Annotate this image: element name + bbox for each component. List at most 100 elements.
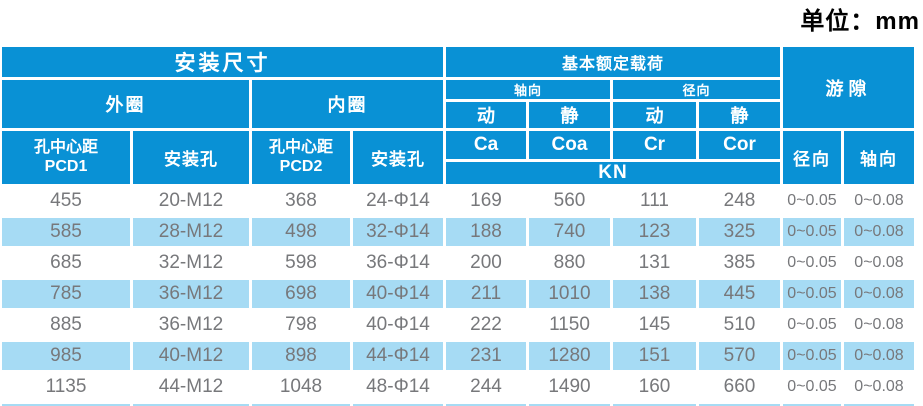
table-cell — [844, 404, 914, 406]
table-row: 455 20-M12 368 24-Φ14 169 560 111 248 0~0.05 0~0.… — [2, 187, 914, 215]
table-cell: 560 — [529, 187, 610, 215]
table-cell: 385 — [699, 249, 780, 277]
table-cell: 244 — [446, 373, 526, 401]
table-cell: 138 — [613, 280, 696, 308]
table-cell: 0~0.05 — [783, 342, 841, 370]
table-cell: 131 — [613, 249, 696, 277]
table-cell: 231 — [446, 342, 526, 370]
table-cell: 36-M12 — [133, 280, 249, 308]
table-cell: 32-M12 — [133, 249, 249, 277]
table-cell: 28-M12 — [133, 218, 249, 246]
header-radial-static: 静 — [699, 102, 780, 128]
table-cell: 200 — [446, 249, 526, 277]
table-body: 455 20-M12 368 24-Φ14 169 560 111 248 0~0.05 0~0.… — [2, 187, 914, 406]
table-cell: 0~0.08 — [844, 342, 914, 370]
table-cell: 0~0.08 — [844, 187, 914, 215]
table-cell: 1135 — [2, 373, 130, 401]
table-cell: 44-M12 — [133, 373, 249, 401]
header-outer-ring: 外圈 — [2, 80, 249, 128]
table-row: 585 28-M12 498 32-Φ14 188 740 123 325 0~0.05 0~0.… — [2, 218, 914, 246]
table-cell: 885 — [2, 311, 130, 339]
table-cell: 222 — [446, 311, 526, 339]
table-cell — [613, 404, 696, 406]
header-coa: Coa — [529, 131, 610, 159]
table-cell: 0~0.08 — [844, 218, 914, 246]
unit-label: 单位：mm — [800, 8, 920, 35]
table-cell: 111 — [613, 187, 696, 215]
table-cell: 0~0.05 — [783, 373, 841, 401]
header-install-dimensions: 安装尺寸 — [2, 47, 443, 77]
header-pcd2: 孔中心距 PCD2 — [252, 131, 350, 184]
table-cell: 0~0.05 — [783, 249, 841, 277]
pcd1-code: PCD1 — [44, 157, 88, 175]
spec-table: 安装尺寸 基本额定载荷 游隙 外圈 内圈 轴向 径向 动 静 动 静 孔中心距 … — [0, 44, 917, 406]
table-cell — [783, 404, 841, 406]
table-cell: 1048 — [252, 373, 350, 401]
table-cell: 0~0.05 — [783, 280, 841, 308]
pcd2-label: 孔中心距 — [268, 139, 333, 157]
table-cell: 248 — [699, 187, 780, 215]
table-cell: 685 — [2, 249, 130, 277]
table-cell: 36-M12 — [133, 311, 249, 339]
pcd1-label: 孔中心距 — [33, 139, 98, 157]
header-cor: Cor — [699, 131, 780, 159]
table-row: 685 32-M12 598 36-Φ14 200 880 131 385 0~0.05 0~0.… — [2, 249, 914, 277]
table-cell: 48-Φ14 — [353, 373, 443, 401]
table-cell: 32-Φ14 — [353, 218, 443, 246]
header-axial-dynamic: 动 — [446, 102, 526, 128]
header-cr: Cr — [613, 131, 696, 159]
table-cell: 188 — [446, 218, 526, 246]
table-row: 785 36-M12 698 40-Φ14 211 1010 138 445 0~0.05 0~0… — [2, 280, 914, 308]
table-cell: 585 — [2, 218, 130, 246]
table-cell: 455 — [2, 187, 130, 215]
table-cell: 151 — [613, 342, 696, 370]
header-pcd1: 孔中心距 PCD1 — [2, 131, 130, 184]
table-cell: 211 — [446, 280, 526, 308]
table-cell: 785 — [2, 280, 130, 308]
table-cell: 40-Φ14 — [353, 311, 443, 339]
table-cell: 0~0.08 — [844, 280, 914, 308]
table-cell: 0~0.05 — [783, 218, 841, 246]
table-cell: 1010 — [529, 280, 610, 308]
header-kn-unit: KN — [446, 162, 780, 184]
table-cell: 36-Φ14 — [353, 249, 443, 277]
table-cell: 20-M12 — [133, 187, 249, 215]
header-mount-hole-outer: 安装孔 — [133, 131, 249, 184]
table-cell: 1150 — [529, 311, 610, 339]
header-ca: Ca — [446, 131, 526, 159]
table-cell — [353, 404, 443, 406]
table-cell: 123 — [613, 218, 696, 246]
table-row-partial — [2, 404, 914, 406]
table-cell — [133, 404, 249, 406]
table-cell: 698 — [252, 280, 350, 308]
table-row: 885 36-M12 798 40-Φ14 222 1150 145 510 0~0.05 0~0… — [2, 311, 914, 339]
table-cell: 0~0.05 — [783, 311, 841, 339]
table-row: 1135 44-M12 1048 48-Φ14 244 1490 160 660 0~0.05 0… — [2, 373, 914, 401]
table-cell: 40-Φ14 — [353, 280, 443, 308]
table-cell: 0~0.08 — [844, 373, 914, 401]
header-axial-group: 轴向 — [446, 80, 610, 99]
header-radial-group: 径向 — [613, 80, 780, 99]
header-radial-dynamic: 动 — [613, 102, 696, 128]
header-clearance-radial: 径向 — [783, 131, 841, 184]
table-cell: 368 — [252, 187, 350, 215]
pcd2-code: PCD2 — [279, 157, 323, 175]
table-cell: 0~0.05 — [783, 187, 841, 215]
table-cell: 160 — [613, 373, 696, 401]
table-cell: 1490 — [529, 373, 610, 401]
header-inner-ring: 内圈 — [252, 80, 443, 128]
table-cell: 898 — [252, 342, 350, 370]
table-cell: 169 — [446, 187, 526, 215]
header-axial-static: 静 — [529, 102, 610, 128]
table-cell: 0~0.08 — [844, 311, 914, 339]
table-cell: 445 — [699, 280, 780, 308]
table-cell — [2, 404, 130, 406]
table-cell: 0~0.08 — [844, 249, 914, 277]
table-cell — [252, 404, 350, 406]
table-cell: 660 — [699, 373, 780, 401]
header-clearance-axial: 轴向 — [844, 131, 914, 184]
table-cell: 145 — [613, 311, 696, 339]
table-cell: 44-Φ14 — [353, 342, 443, 370]
table-cell: 985 — [2, 342, 130, 370]
